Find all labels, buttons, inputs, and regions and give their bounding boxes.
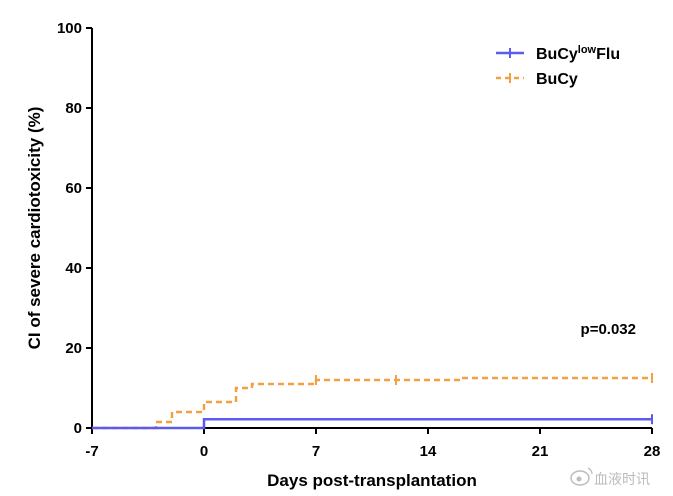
series-layer xyxy=(92,373,653,430)
x-tick-label: 7 xyxy=(312,443,320,460)
y-tick-label: 0 xyxy=(74,420,82,437)
y-tick-label: 100 xyxy=(57,20,82,37)
x-tick-label: 0 xyxy=(200,443,208,460)
y-axis-title: CI of severe cardiotoxicity (%) xyxy=(25,107,44,350)
x-tick-label: 28 xyxy=(644,443,661,460)
legend-item-bucy: BuCy xyxy=(496,71,578,88)
legend: BuCylowFlu BuCy xyxy=(496,44,620,88)
watermark: 血液时讯 xyxy=(570,467,650,488)
y-tick-label: 80 xyxy=(65,100,82,117)
p-value-annotation: p=0.032 xyxy=(581,321,636,338)
series-line-bucy xyxy=(92,376,652,430)
x-tick-label: 21 xyxy=(532,443,549,460)
weibo-icon xyxy=(570,467,593,486)
y-tick-label: 40 xyxy=(65,260,82,277)
y-ticks: 0 20 40 60 80 100 xyxy=(57,20,92,437)
x-ticks: -7 0 7 14 21 28 xyxy=(85,428,660,460)
x-axis-title: Days post-transplantation xyxy=(267,471,477,490)
axes xyxy=(91,28,652,429)
watermark-text: 血液时讯 xyxy=(594,472,650,488)
legend-item-bucy-low-flu: BuCylowFlu xyxy=(496,44,620,63)
y-tick-label: 20 xyxy=(65,340,82,357)
x-tick-label: -7 xyxy=(85,443,98,460)
series-line-bucy-low-flu xyxy=(92,417,652,430)
legend-label-bucy-low-flu: BuCylowFlu xyxy=(536,44,620,63)
x-tick-label: 14 xyxy=(420,443,437,460)
y-tick-label: 60 xyxy=(65,180,82,197)
legend-label-bucy: BuCy xyxy=(536,71,578,88)
